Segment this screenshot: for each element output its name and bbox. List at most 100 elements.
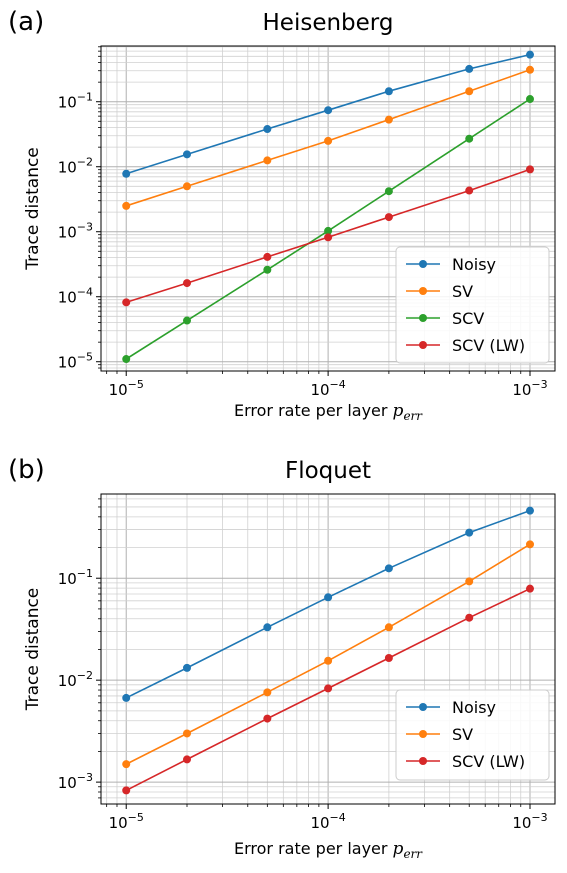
data-point	[263, 623, 272, 632]
legend-label: SCV (LW)	[452, 336, 525, 355]
series-scv	[122, 95, 534, 364]
legend-marker	[419, 730, 427, 738]
data-point	[525, 50, 534, 59]
data-point	[465, 528, 474, 537]
x-tick-label: 10−5	[109, 811, 144, 832]
data-point	[182, 316, 191, 325]
series-sv	[122, 65, 534, 210]
data-point	[465, 577, 474, 586]
legend-label: SV	[452, 725, 473, 744]
chart-title: Floquet	[285, 458, 371, 484]
x-tick-label: 10−4	[310, 811, 345, 832]
legend-marker	[419, 314, 427, 322]
legend-marker	[419, 287, 427, 295]
legend-marker	[419, 757, 427, 765]
panel-label: (b)	[8, 455, 45, 485]
legend-marker	[419, 260, 427, 268]
data-point	[182, 663, 191, 672]
x-tick-label: 10−3	[512, 378, 547, 399]
data-point	[384, 187, 393, 196]
series-scv-lw	[122, 584, 534, 795]
data-point	[263, 252, 272, 261]
y-tick-label: 10−1	[58, 567, 93, 588]
data-point	[122, 355, 131, 364]
data-point	[525, 506, 534, 515]
y-tick-label: 10−3	[58, 221, 93, 242]
legend: Noisy SV SCV (LW)	[395, 689, 550, 781]
plot-frame	[100, 45, 556, 372]
data-point	[122, 298, 131, 307]
data-point	[182, 279, 191, 288]
x-tick-label: 10−5	[109, 378, 144, 399]
panel-floquet: (b) Floquet 10−5 10−4 10−3 10−3 10−2 10−1 Error …	[8, 455, 556, 861]
data-point	[525, 540, 534, 549]
data-point	[525, 65, 534, 74]
data-point	[182, 729, 191, 738]
legend-marker	[419, 341, 427, 349]
y-axis-label: Trace distance	[23, 588, 43, 712]
legend-marker	[419, 703, 427, 711]
data-point	[525, 584, 534, 593]
data-point	[182, 182, 191, 191]
data-point	[324, 684, 333, 693]
data-point	[122, 760, 131, 769]
data-point	[263, 156, 272, 165]
data-point	[465, 186, 474, 195]
data-point	[384, 564, 393, 573]
series-scv-lw	[122, 165, 534, 307]
data-point	[384, 213, 393, 222]
data-point	[384, 115, 393, 124]
legend-label: SCV (LW)	[452, 752, 525, 771]
legend-label: SV	[452, 282, 473, 301]
data-point	[182, 755, 191, 764]
data-point	[182, 150, 191, 159]
data-point	[122, 693, 131, 702]
series-noisy	[122, 506, 534, 702]
plot-frame	[100, 493, 556, 805]
y-tick-label: 10−1	[58, 91, 93, 112]
x-tick-label: 10−3	[512, 811, 547, 832]
x-axis-label: Error rate per layer perr	[234, 839, 423, 861]
x-tick-label: 10−4	[310, 378, 345, 399]
series-sv	[122, 540, 534, 769]
data-point	[525, 165, 534, 174]
legend-label: Noisy	[452, 255, 496, 274]
data-point	[122, 786, 131, 795]
data-point	[465, 613, 474, 622]
x-axis-label: Error rate per layer perr	[234, 401, 423, 423]
data-point	[122, 169, 131, 178]
legend-label: Noisy	[452, 698, 496, 717]
y-tick-label: 10−2	[58, 669, 93, 690]
legend-label: SCV	[452, 309, 484, 328]
y-tick-label: 10−2	[58, 156, 93, 177]
data-point	[324, 106, 333, 115]
y-axis-label: Trace distance	[23, 147, 43, 271]
legend-box	[395, 689, 550, 781]
data-point	[263, 688, 272, 697]
data-point	[324, 136, 333, 145]
grid	[101, 46, 555, 371]
panel-label: (a)	[8, 7, 44, 37]
data-point	[324, 233, 333, 242]
legend: Noisy SV SCV SCV (LW)	[395, 246, 550, 364]
data-point	[525, 95, 534, 104]
panel-heisenberg: (a) Heisenberg 10−5 10−4 10−3 10−5 10−4 10−3 10−…	[8, 7, 556, 423]
chart-title: Heisenberg	[263, 10, 394, 36]
data-point	[263, 265, 272, 274]
data-point	[465, 87, 474, 96]
data-point	[465, 134, 474, 143]
data-point	[324, 593, 333, 602]
data-point	[465, 64, 474, 73]
data-point	[324, 226, 333, 235]
legend-box	[395, 246, 550, 364]
data-point	[384, 653, 393, 662]
data-point	[122, 201, 131, 210]
data-point	[263, 125, 272, 134]
y-tick-label: 10−5	[58, 351, 93, 372]
data-point	[324, 656, 333, 665]
y-tick-label: 10−3	[58, 771, 93, 792]
series-noisy	[122, 50, 534, 178]
data-point	[384, 623, 393, 632]
y-tick-label: 10−4	[58, 286, 93, 307]
